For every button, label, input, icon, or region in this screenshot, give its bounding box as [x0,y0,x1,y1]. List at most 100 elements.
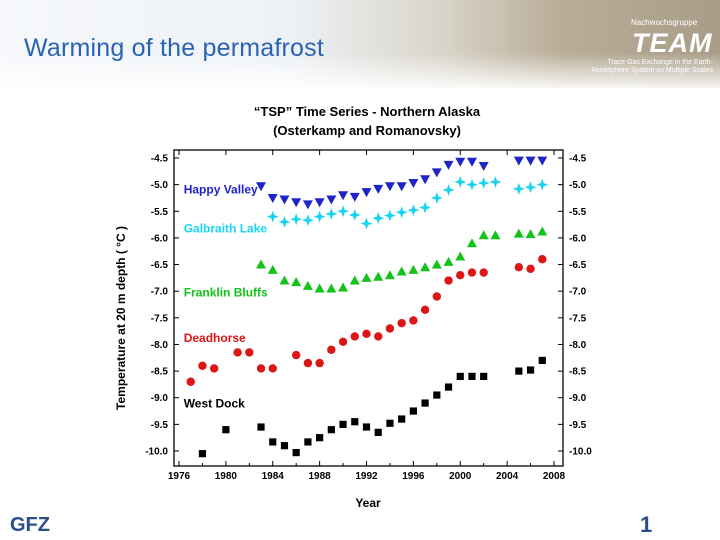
deadhorse-point [209,364,219,373]
franklin-bluffs-point [525,229,536,239]
deadhorse-point [420,305,430,315]
x-tick-label: 1976 [168,471,191,482]
west-dock-point [398,415,406,423]
deadhorse-point [374,332,383,341]
deadhorse-point [479,268,488,277]
y-tick-label-left: -9.5 [151,420,169,431]
west-dock-label: West Dock [184,396,245,410]
west-dock-point [433,391,441,399]
footer-logo-text: GFZ [10,514,50,536]
happy-valley-point [279,195,290,205]
happy-valley-point [302,200,313,210]
happy-valley-point [314,198,325,208]
west-dock-point [421,399,429,407]
franklin-bluffs-point [384,270,395,280]
deadhorse-point [409,316,418,325]
y-tick-label-right: -6.0 [569,233,587,244]
galbraith-lake-point [337,205,350,218]
galbraith-lake-point [348,209,361,221]
galbraith-lake-point [360,217,373,230]
galbraith-lake-point [524,181,537,194]
happy-valley-point [384,182,395,192]
west-dock-point [292,448,300,457]
deadhorse-point [233,348,242,357]
west-dock-point [316,434,324,442]
happy-valley-point [420,175,431,185]
y-tick-label-right: -7.5 [569,313,587,324]
deadhorse-point [315,358,324,368]
happy-valley-point [349,192,360,202]
franklin-bluffs-point [490,230,501,240]
deadhorse-point [467,268,477,277]
deadhorse-point [350,332,359,341]
y-tick-label-right: -8.0 [569,340,587,351]
chart-subtitle: (Osterkamp and Romanovsky) [273,123,461,138]
y-tick-label-right: -5.0 [569,180,587,191]
west-dock-point [269,438,277,446]
happy-valley-point [431,168,442,178]
y-tick-label-left: -7.0 [151,287,169,298]
y-tick-label-right: -10.0 [569,447,592,458]
happy-valley-point [513,156,524,166]
deadhorse-point [291,350,301,360]
franklin-bluffs-point [338,282,349,292]
deadhorse-point [526,264,535,274]
franklin-bluffs-point [361,272,372,282]
west-dock-point [456,372,464,381]
y-tick-label-right: -4.5 [569,154,587,165]
page-number: 1 [640,512,653,537]
west-dock-point [198,450,207,458]
series-labels: Happy Valley Galbraith Lake Franklin Bluff… [184,183,268,411]
deadhorse-point [385,324,395,333]
galbraith-lake-point [325,207,338,220]
deadhorse-point [198,361,207,370]
y-tick-label-right: -8.5 [569,367,587,378]
galbraith-lake-point [430,192,443,204]
galbraith-lake-point [512,182,525,195]
y-tick-label-right: -5.5 [569,207,587,218]
galbraith-lake-point [536,178,549,191]
happy-valley-point [396,182,407,192]
franklin-bluffs-point [408,264,419,274]
west-dock-point [280,442,289,450]
deadhorse-point [303,358,313,368]
franklin-bluffs-point [455,251,466,261]
y-tick-label-left: -6.0 [151,233,169,244]
happy-valley-point [256,182,267,192]
franklin-bluffs-point [302,280,313,290]
west-dock-point [362,423,371,431]
y-tick-label-left: -8.0 [151,340,169,351]
galbraith-lake-point [395,206,408,219]
west-dock-point [304,438,312,446]
franklin-bluffs-point [267,264,278,274]
x-tick-label: 1992 [355,471,378,482]
happy-valley-point [466,157,477,167]
galbraith-lake-point [454,176,467,188]
west-dock-point [339,420,347,428]
franklin-bluffs-point [256,259,267,269]
deadhorse-point [362,329,371,338]
happy-valley-point [326,195,337,205]
team-logo: TEAM [632,28,713,58]
y-tick-label-right: -7.0 [569,287,587,298]
group-label: Nachwuchsgruppe [631,18,698,27]
y-tick-label-left: -6.5 [151,260,169,271]
franklin-bluffs-point [314,283,325,293]
deadhorse-point [327,345,336,354]
franklin-bluffs-point [349,275,360,285]
deadhorse-label: Deadhorse [184,331,246,345]
west-dock-point [327,426,335,434]
galbraith-lake-point [278,215,291,228]
franklin-bluffs-point [326,283,337,293]
galbraith-lake-label: Galbraith Lake [184,222,268,236]
chart-title: “TSP” Time Series - Northern Alaska [254,104,481,119]
y-tick-label-left: -5.0 [151,180,169,191]
y-tick-label-right: -6.5 [569,260,587,271]
deadhorse-point [397,318,406,328]
galbraith-lake-point [489,176,502,188]
x-tick-label: 1980 [215,471,238,482]
galbraith-lake-point [442,184,455,196]
deadhorse-point [444,276,453,285]
franklin-bluffs-point [373,271,384,281]
